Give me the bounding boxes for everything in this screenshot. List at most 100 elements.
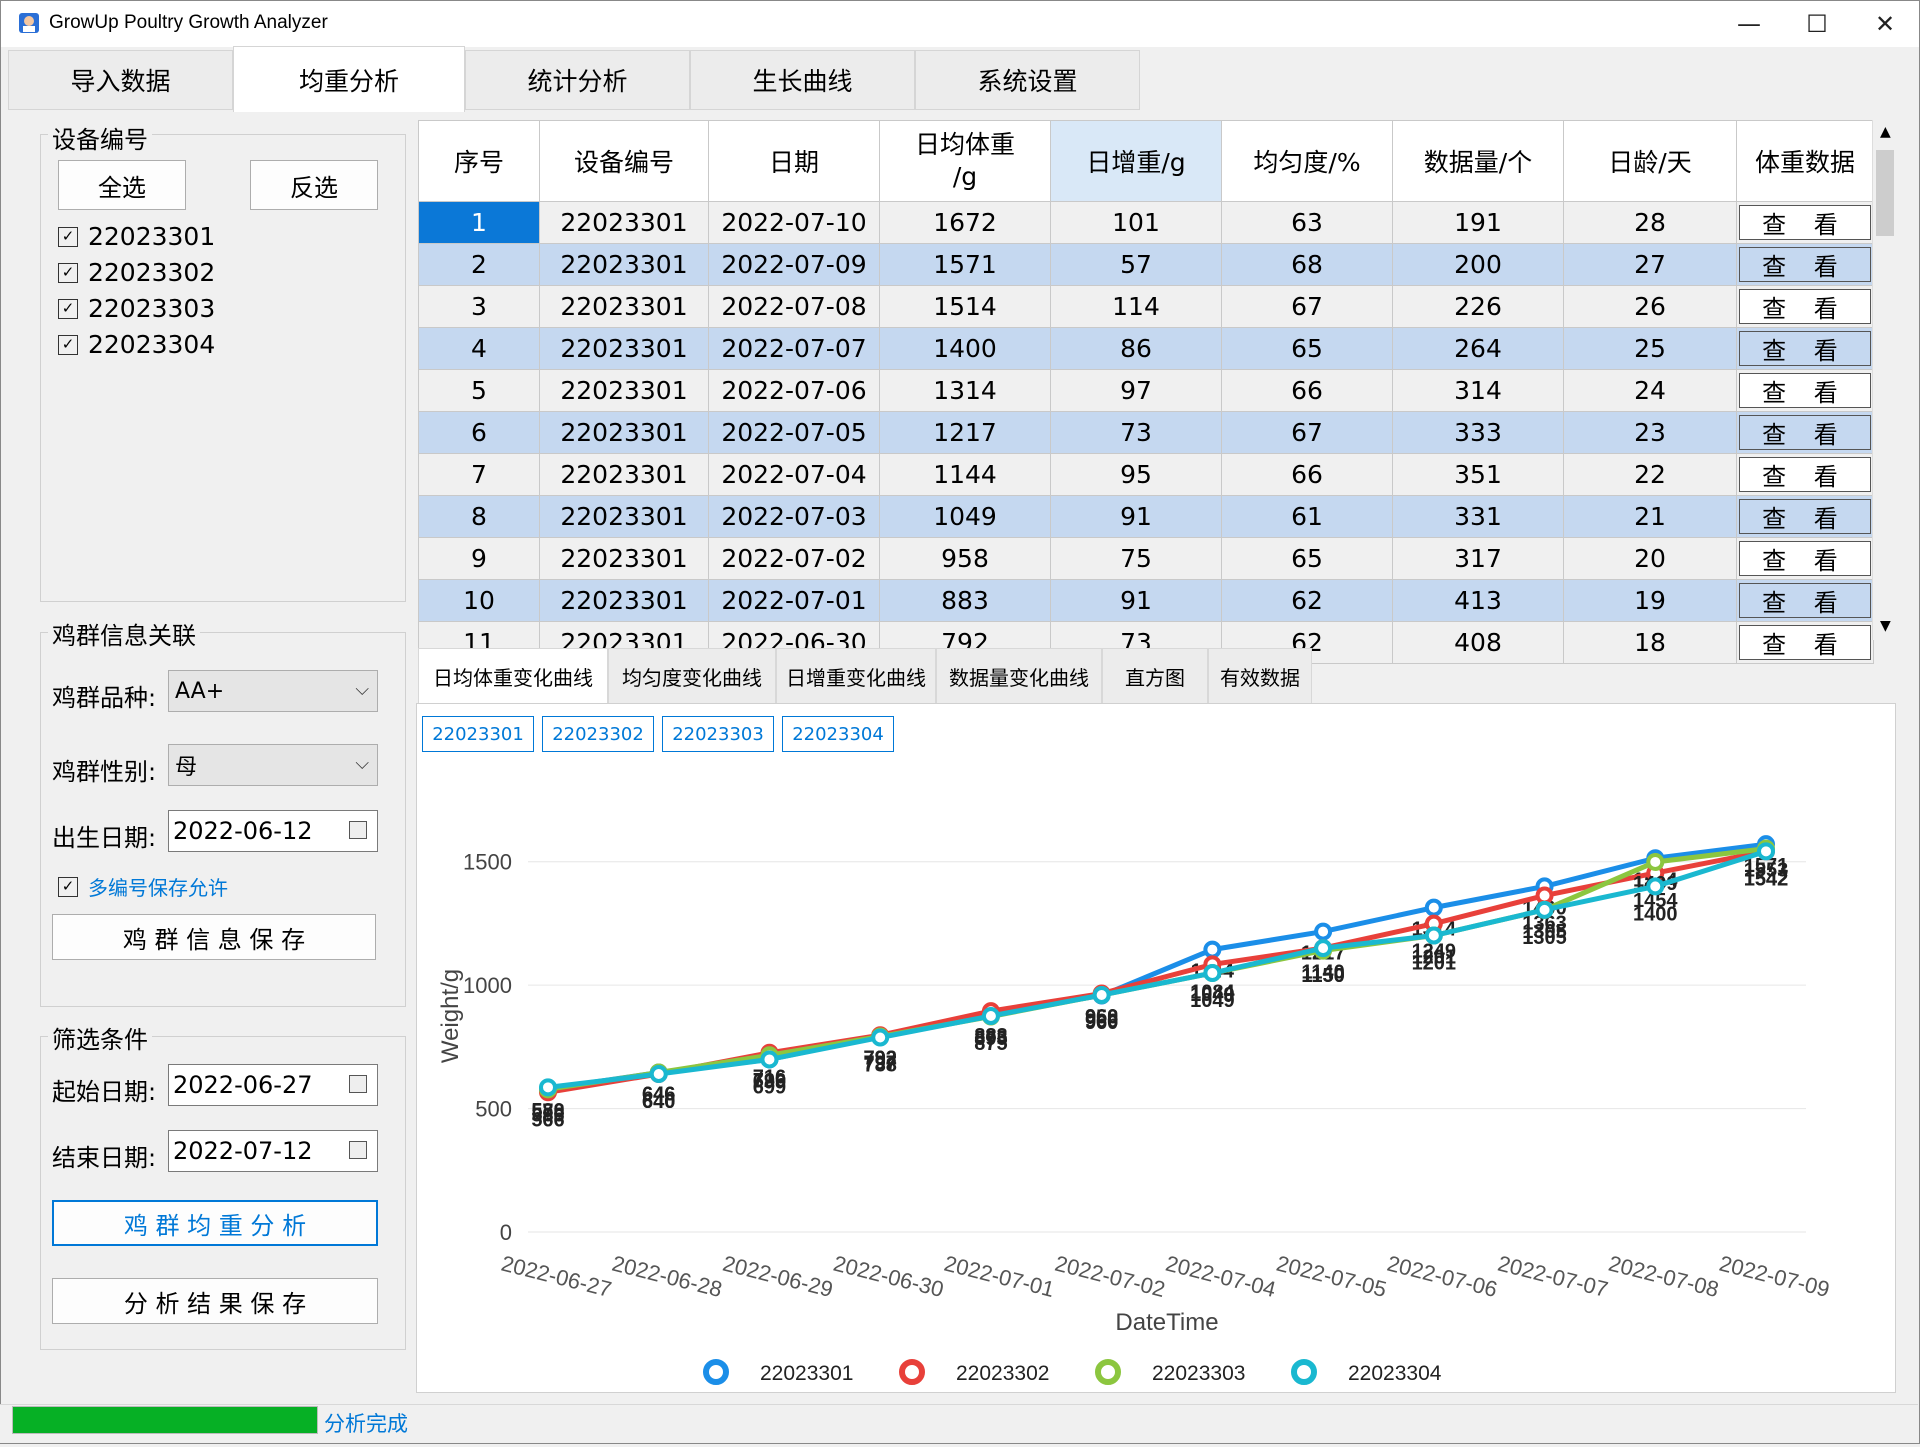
view-button[interactable]: 查 看: [1739, 541, 1871, 576]
col-header[interactable]: 设备编号: [539, 120, 709, 202]
table-cell[interactable]: 2022-07-04: [708, 453, 880, 496]
table-cell[interactable]: 66: [1221, 453, 1393, 496]
table-row[interactable]: 8 22023301 2022-07-03 1049 91 61 331 21 查 看: [418, 495, 1874, 538]
scroll-up-icon[interactable]: ▲: [1880, 124, 1891, 140]
col-header[interactable]: 日龄/天: [1563, 120, 1737, 202]
table-cell[interactable]: 408: [1392, 621, 1564, 664]
table-cell[interactable]: 226: [1392, 285, 1564, 328]
table-cell[interactable]: 101: [1050, 201, 1222, 244]
tab-count-curve[interactable]: 数据量变化曲线: [936, 648, 1102, 704]
table-cell[interactable]: 1: [418, 201, 540, 244]
table-cell[interactable]: 10: [418, 579, 540, 622]
series-button-1[interactable]: 22023301: [422, 716, 534, 752]
breed-select[interactable]: AA+ ⌵: [168, 670, 378, 712]
table-cell[interactable]: 22023301: [539, 201, 709, 244]
table-cell[interactable]: 2022-07-10: [708, 201, 880, 244]
tab-average-weight[interactable]: 均重分析: [233, 46, 465, 112]
table-cell[interactable]: 1571: [879, 243, 1051, 286]
table-cell[interactable]: 75: [1050, 537, 1222, 580]
tab-valid-data[interactable]: 有效数据: [1208, 648, 1312, 704]
table-row[interactable]: 3 22023301 2022-07-08 1514 114 67 226 26 查 看: [418, 285, 1874, 328]
table-cell[interactable]: 67: [1221, 285, 1393, 328]
scroll-down-icon[interactable]: ▼: [1880, 618, 1891, 634]
table-cell[interactable]: 331: [1392, 495, 1564, 538]
table-cell[interactable]: 413: [1392, 579, 1564, 622]
table-cell[interactable]: 1514: [879, 285, 1051, 328]
view-button[interactable]: 查 看: [1739, 415, 1871, 450]
view-button[interactable]: 查 看: [1739, 205, 1871, 240]
tab-statistics[interactable]: 统计分析: [465, 50, 690, 110]
table-cell[interactable]: 22023301: [539, 579, 709, 622]
table-cell[interactable]: 2: [418, 243, 540, 286]
table-cell[interactable]: 5: [418, 369, 540, 412]
table-cell[interactable]: 958: [879, 537, 1051, 580]
col-header[interactable]: 序号: [418, 120, 540, 202]
table-cell[interactable]: 21: [1563, 495, 1737, 538]
table-cell[interactable]: 3: [418, 285, 540, 328]
view-button[interactable]: 查 看: [1739, 247, 1871, 282]
table-cell[interactable]: 20: [1563, 537, 1737, 580]
device-checkbox-2[interactable]: ✓ 22023302: [58, 258, 215, 287]
sex-select[interactable]: 母 ⌵: [168, 744, 378, 786]
start-date-picker[interactable]: 2022-06-27: [168, 1064, 378, 1106]
table-cell[interactable]: 65: [1221, 327, 1393, 370]
table-cell[interactable]: 68: [1221, 243, 1393, 286]
table-cell[interactable]: 191: [1392, 201, 1564, 244]
save-result-button[interactable]: 分 析 结 果 保 存: [52, 1278, 378, 1324]
table-row[interactable]: 5 22023301 2022-07-06 1314 97 66 314 24 查 看: [418, 369, 1874, 412]
table-cell[interactable]: 1314: [879, 369, 1051, 412]
device-checkbox-4[interactable]: ✓ 22023304: [58, 330, 215, 359]
minimize-button[interactable]: —: [1737, 10, 1761, 38]
view-button[interactable]: 查 看: [1739, 583, 1871, 618]
device-checkbox-3[interactable]: ✓ 22023303: [58, 294, 215, 323]
table-cell[interactable]: 2022-07-07: [708, 327, 880, 370]
table-cell[interactable]: 2022-07-01: [708, 579, 880, 622]
table-row[interactable]: 1 22023301 2022-07-10 1672 101 63 191 28 查 看: [418, 201, 1874, 244]
table-cell[interactable]: 351: [1392, 453, 1564, 496]
device-checkbox-1[interactable]: ✓ 22023301: [58, 222, 215, 251]
table-cell[interactable]: 22023301: [539, 537, 709, 580]
save-flock-info-button[interactable]: 鸡 群 信 息 保 存: [52, 914, 376, 960]
table-cell[interactable]: 95: [1050, 453, 1222, 496]
table-cell[interactable]: 22023301: [539, 285, 709, 328]
tab-import-data[interactable]: 导入数据: [8, 50, 233, 110]
view-button[interactable]: 查 看: [1739, 499, 1871, 534]
col-header[interactable]: 体重数据: [1736, 120, 1874, 202]
series-button-4[interactable]: 22023304: [782, 716, 894, 752]
table-cell[interactable]: 22023301: [539, 369, 709, 412]
calendar-icon[interactable]: [349, 821, 367, 839]
calendar-icon[interactable]: [349, 1141, 367, 1159]
table-cell[interactable]: 1049: [879, 495, 1051, 538]
table-cell[interactable]: 7: [418, 453, 540, 496]
col-header[interactable]: 日增重/g: [1050, 120, 1222, 202]
calendar-icon[interactable]: [349, 1075, 367, 1093]
table-cell[interactable]: 2022-07-02: [708, 537, 880, 580]
table-cell[interactable]: 9: [418, 537, 540, 580]
table-cell[interactable]: 8: [418, 495, 540, 538]
table-cell[interactable]: 2022-07-05: [708, 411, 880, 454]
invert-selection-button[interactable]: 反选: [250, 160, 378, 210]
table-cell[interactable]: 22023301: [539, 243, 709, 286]
table-cell[interactable]: 1144: [879, 453, 1051, 496]
table-cell[interactable]: 25: [1563, 327, 1737, 370]
table-scrollbar[interactable]: ▲ ▼: [1872, 120, 1899, 640]
table-cell[interactable]: 2022-07-06: [708, 369, 880, 412]
table-cell[interactable]: 57: [1050, 243, 1222, 286]
col-header[interactable]: 数据量/个: [1392, 120, 1564, 202]
table-cell[interactable]: 1400: [879, 327, 1051, 370]
table-cell[interactable]: 22023301: [539, 411, 709, 454]
table-row[interactable]: 2 22023301 2022-07-09 1571 57 68 200 27 查 看: [418, 243, 1874, 286]
table-cell[interactable]: 28: [1563, 201, 1737, 244]
maximize-button[interactable]: ☐: [1806, 10, 1828, 38]
table-cell[interactable]: 883: [879, 579, 1051, 622]
table-cell[interactable]: 86: [1050, 327, 1222, 370]
col-header[interactable]: 均匀度/%: [1221, 120, 1393, 202]
table-cell[interactable]: 2022-07-09: [708, 243, 880, 286]
table-cell[interactable]: 2022-07-03: [708, 495, 880, 538]
tab-daily-gain-curve[interactable]: 日增重变化曲线: [776, 648, 936, 704]
table-cell[interactable]: 24: [1563, 369, 1737, 412]
tab-growth-curve[interactable]: 生长曲线: [690, 50, 915, 110]
table-cell[interactable]: 91: [1050, 579, 1222, 622]
table-cell[interactable]: 66: [1221, 369, 1393, 412]
table-cell[interactable]: 61: [1221, 495, 1393, 538]
